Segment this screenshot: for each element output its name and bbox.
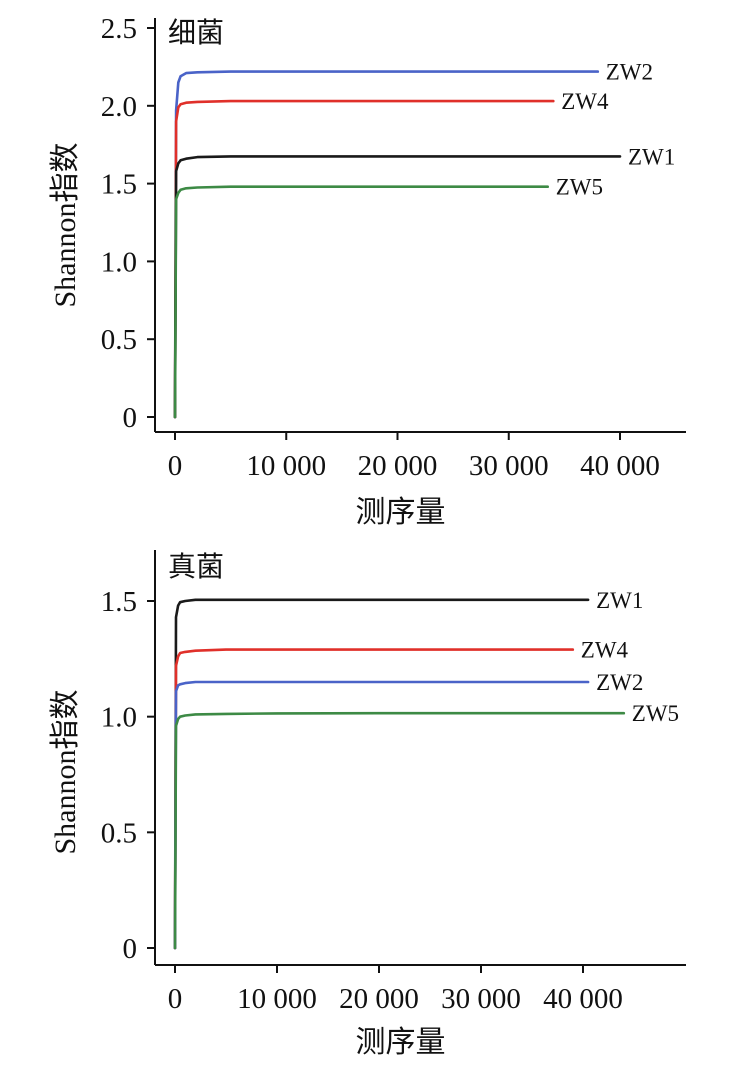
- x-tick-label: 10 000: [246, 450, 326, 482]
- x-tick-label: 40 000: [580, 450, 660, 482]
- x-tick-label: 0: [168, 450, 183, 482]
- series-line-zw5: [173, 185, 550, 419]
- series-label-zw2: ZW2: [606, 60, 653, 85]
- series-label-zw4: ZW4: [561, 89, 609, 114]
- chart-panel-1: 0 0.5 1.0 1.5 2.0 2.5 0 10 000 20 000 30 000 40 00…: [49, 13, 686, 529]
- chart-panel-2: 0 0.5 1.0 1.5 0 10 000 20 000 30 000 40 000 Shann…: [49, 550, 686, 1059]
- y-tick-label: 2.5: [101, 13, 137, 45]
- x-axis-title: 测序量: [356, 496, 446, 529]
- series-label-zw5: ZW5: [556, 175, 603, 200]
- series-line-zw2: [173, 680, 590, 950]
- y-tick-label: 1.5: [101, 586, 137, 618]
- series-label-zw2: ZW2: [596, 670, 643, 695]
- y-tick-label: 0.5: [101, 324, 137, 356]
- x-tick-label: 20 000: [358, 450, 438, 482]
- panel-label: 细菌: [168, 16, 224, 49]
- y-tick-label: 0: [123, 933, 138, 965]
- y-tick-label: 1.0: [101, 702, 137, 734]
- y-tick-label: 0: [123, 402, 138, 434]
- series-line-zw4: [173, 99, 555, 419]
- series-label-zw5: ZW5: [632, 701, 679, 726]
- series-line-zw4: [173, 648, 575, 950]
- series-line-zw2: [173, 70, 600, 419]
- x-tick-label: 30 000: [441, 983, 521, 1015]
- y-tick-label: 0.5: [101, 817, 137, 849]
- y-tick-label: 1.0: [101, 246, 137, 278]
- x-tick-label: 20 000: [339, 983, 419, 1015]
- x-tick-label: 10 000: [237, 983, 317, 1015]
- series-label-zw1: ZW1: [596, 588, 643, 613]
- x-axis-title: 测序量: [356, 1026, 446, 1059]
- series-label-zw4: ZW4: [581, 638, 629, 663]
- series-label-zw1: ZW1: [628, 144, 675, 169]
- panel-label: 真菌: [168, 550, 224, 583]
- x-tick-label: 40 000: [543, 983, 623, 1015]
- x-tick-label: 30 000: [469, 450, 549, 482]
- y-axis-title: Shannon指数: [49, 690, 82, 855]
- series-line-zw5: [173, 711, 626, 950]
- series-line-zw1: [173, 155, 622, 419]
- x-tick-label: 0: [168, 983, 183, 1015]
- y-tick-label: 1.5: [101, 169, 137, 201]
- y-axis-title: Shannon指数: [49, 143, 82, 308]
- series-line-zw1: [173, 598, 590, 950]
- y-tick-label: 2.0: [101, 91, 137, 123]
